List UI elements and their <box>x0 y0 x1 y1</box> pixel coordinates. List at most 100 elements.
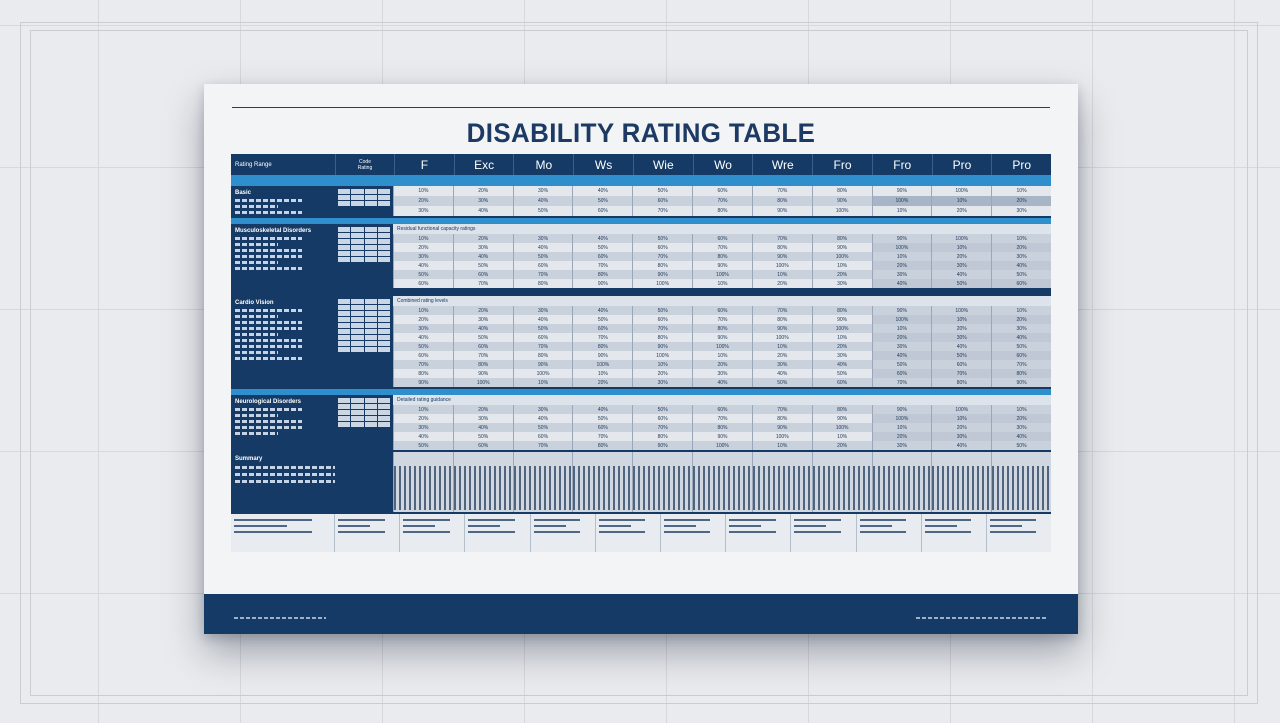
table-cell: 90% <box>871 405 932 414</box>
table-cell: 70% <box>512 270 573 279</box>
table-cell: 20% <box>632 369 692 378</box>
table-cell: 40% <box>393 432 453 441</box>
sub-cell <box>364 195 377 200</box>
sub-cell <box>338 195 351 200</box>
table-cell: 10% <box>692 279 752 288</box>
table-cell: 30% <box>512 234 573 243</box>
table-cell: 60% <box>452 270 513 279</box>
table-cell: 80% <box>751 315 812 324</box>
label-line <box>235 309 303 312</box>
table-row: 50% 60% 70% 80% 90% 100% 10% 20% 30% 40% 50% <box>393 441 1051 450</box>
table-row: 50% 60% 70% 80% 90% 100% 10% 20% 30% 40% 50% <box>393 342 1051 351</box>
table-cell: 80% <box>692 252 752 261</box>
table-cell: 50% <box>512 206 573 216</box>
table-row: 40% 50% 60% 70% 80% 90% 100% 10% 20% 30% 40% <box>393 261 1051 270</box>
summary-column <box>991 452 1051 512</box>
background-frame-outer <box>20 22 1258 704</box>
table-row: 20% 30% 40% 50% 60% 70% 80% 90% 100% 10% 20% <box>393 196 1051 206</box>
sub-cell <box>364 239 377 244</box>
table-cell: 90% <box>871 186 932 196</box>
background-frame-inner <box>30 30 1248 696</box>
group-caption: Combined rating levels <box>393 296 1051 306</box>
table-cell: 60% <box>811 378 872 387</box>
table-cell: 80% <box>632 432 692 441</box>
table-cell: 20% <box>452 306 513 315</box>
label-line <box>235 243 279 246</box>
table-cell: 50% <box>393 270 453 279</box>
sub-cell <box>377 323 390 328</box>
table-cell: 100% <box>692 270 752 279</box>
table-cell: 30% <box>452 243 513 252</box>
note-line <box>794 525 827 527</box>
table-cell: 30% <box>393 423 453 432</box>
table-cell: 10% <box>871 324 932 333</box>
note-cell <box>529 514 595 552</box>
note-line <box>729 531 776 533</box>
note-cell <box>985 514 1051 552</box>
note-line <box>598 531 646 533</box>
sub-cell <box>351 189 364 194</box>
sub-cell <box>364 189 377 194</box>
label-line <box>235 345 303 348</box>
table-group: Basic 10% 20% 30% 40% 50% 60% 70% 80% 90% 100% 10% 2… <box>231 186 1051 218</box>
sub-cell <box>338 416 351 421</box>
table-cell: 60% <box>632 196 692 206</box>
table-cell: 40% <box>572 405 632 414</box>
table-cell: 20% <box>811 441 872 450</box>
table-cell: 100% <box>871 196 932 206</box>
table-cell: 90% <box>632 441 692 450</box>
sub-cell <box>351 341 364 346</box>
sub-cell <box>338 251 351 256</box>
table-cell: 90% <box>811 315 872 324</box>
table-cell: 100% <box>751 261 812 270</box>
table-cell: 80% <box>811 234 872 243</box>
table-cell: 20% <box>931 206 991 216</box>
table-row: 40% 50% 60% 70% 80% 90% 100% 10% 20% 30% 40% <box>393 432 1051 441</box>
table-cell: 70% <box>452 351 513 360</box>
summary-label: Summary <box>231 452 393 512</box>
table-cell: 90% <box>751 252 812 261</box>
table-cell: 50% <box>991 270 1051 279</box>
table-cell: 100% <box>452 378 513 387</box>
sub-cell <box>338 227 351 232</box>
sub-cell <box>351 422 364 427</box>
sub-cell <box>377 189 390 194</box>
table-cell: 70% <box>632 252 692 261</box>
table-cell: 70% <box>692 196 752 206</box>
summary-column <box>692 452 752 512</box>
sub-cell <box>377 410 390 415</box>
table-cell: 80% <box>572 342 632 351</box>
table-row: 30% 40% 50% 60% 70% 80% 90% 100% 10% 20% 30% <box>393 324 1051 333</box>
table-cell: 30% <box>871 270 932 279</box>
summary-column <box>572 452 633 512</box>
table-row: 20% 30% 40% 50% 60% 70% 80% 90% 100% 10% 20% <box>393 315 1051 324</box>
label-line <box>235 267 303 270</box>
table-cell: 50% <box>572 196 632 206</box>
table-cell: 100% <box>811 206 872 216</box>
document-sheet: DISABILITY RATING TABLE Rating Range Cod… <box>204 84 1078 634</box>
table-cell: 30% <box>393 252 453 261</box>
sub-cell <box>364 335 377 340</box>
table-cell: 50% <box>393 441 453 450</box>
sub-cell <box>351 323 364 328</box>
table-row: 40% 50% 60% 70% 80% 90% 100% 10% 20% 30% 40% <box>393 333 1051 342</box>
table-cell: 100% <box>632 351 692 360</box>
table-cell: 50% <box>632 234 692 243</box>
column-header: Ws <box>573 154 633 175</box>
table-cell: 30% <box>991 206 1051 216</box>
table-cell: 80% <box>751 243 812 252</box>
table-cell: 60% <box>632 315 692 324</box>
sub-cell <box>351 227 364 232</box>
table-row: 50% 60% 70% 80% 90% 100% 10% 20% 30% 40% 50% <box>393 270 1051 279</box>
note-cell <box>464 514 529 552</box>
table-cell: 20% <box>751 279 812 288</box>
sub-cell <box>338 299 351 304</box>
sub-cell <box>351 245 364 250</box>
note-line <box>598 519 646 521</box>
table-header: Rating Range Code Rating F Exc Mo Ws Wie Wo Wr… <box>231 154 1051 175</box>
sub-cell <box>377 245 390 250</box>
table-cell: 60% <box>931 360 991 369</box>
note-line <box>234 519 312 521</box>
table-cell: 50% <box>572 315 632 324</box>
group-title: Cardio Vision <box>235 300 274 306</box>
